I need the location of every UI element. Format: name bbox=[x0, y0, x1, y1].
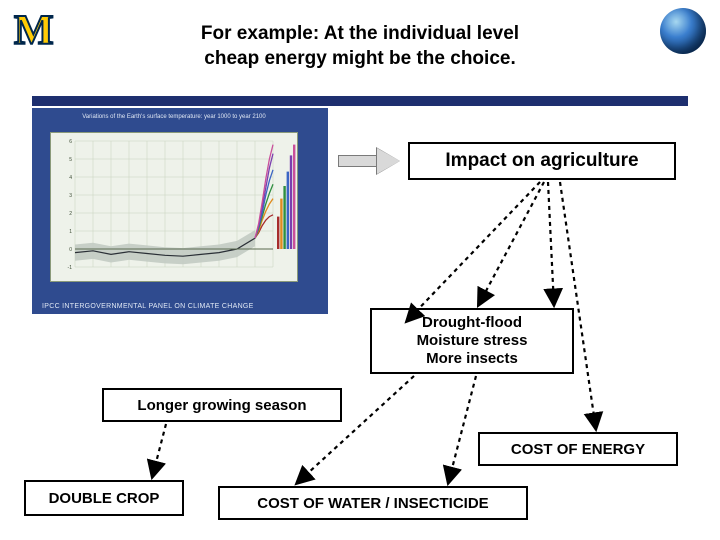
svg-text:0: 0 bbox=[69, 247, 72, 253]
double-crop-label: DOUBLE CROP bbox=[49, 490, 160, 507]
drought-line3: More insects bbox=[426, 350, 518, 368]
cost-energy-label: COST OF ENERGY bbox=[511, 441, 645, 458]
cost-energy-box: COST OF ENERGY bbox=[478, 432, 678, 466]
svg-text:2: 2 bbox=[69, 211, 72, 217]
block-arrow-icon bbox=[338, 148, 400, 174]
divider-bar bbox=[32, 96, 688, 106]
svg-text:3: 3 bbox=[69, 193, 72, 199]
svg-text:-1: -1 bbox=[68, 265, 73, 271]
cost-water-label: COST OF WATER / INSECTICIDE bbox=[257, 495, 488, 512]
earth-icon bbox=[660, 8, 706, 54]
svg-text:5: 5 bbox=[69, 157, 72, 163]
um-logo: M bbox=[14, 10, 48, 52]
impact-label: Impact on agriculture bbox=[445, 150, 638, 172]
longer-label: Longer growing season bbox=[137, 397, 306, 414]
svg-text:1: 1 bbox=[69, 229, 72, 235]
chart-svg: -1 0 1 2 3 4 5 6 bbox=[51, 133, 299, 283]
chart-caption: Variations of the Earth's surface temper… bbox=[50, 114, 298, 120]
svg-text:6: 6 bbox=[69, 139, 72, 145]
impact-box: Impact on agriculture bbox=[408, 142, 676, 180]
longer-season-box: Longer growing season bbox=[102, 388, 342, 422]
cost-water-box: COST OF WATER / INSECTICIDE bbox=[218, 486, 528, 520]
chart-plot-area: -1 0 1 2 3 4 5 6 bbox=[50, 132, 298, 282]
svg-text:4: 4 bbox=[69, 175, 72, 181]
title-line-2: cheap energy might be the choice. bbox=[204, 48, 515, 69]
chart-footer: IPCC INTERGOVERNMENTAL PANEL ON CLIMATE … bbox=[42, 303, 254, 310]
slide-title: For example: At the individual level che… bbox=[120, 22, 600, 71]
ipcc-chart: Variations of the Earth's surface temper… bbox=[32, 108, 328, 314]
drought-box: Drought-flood Moisture stress More insec… bbox=[370, 308, 574, 374]
title-line-1: For example: At the individual level bbox=[201, 23, 519, 44]
drought-line1: Drought-flood bbox=[422, 314, 522, 332]
double-crop-box: DOUBLE CROP bbox=[24, 480, 184, 516]
drought-line2: Moisture stress bbox=[417, 332, 528, 350]
